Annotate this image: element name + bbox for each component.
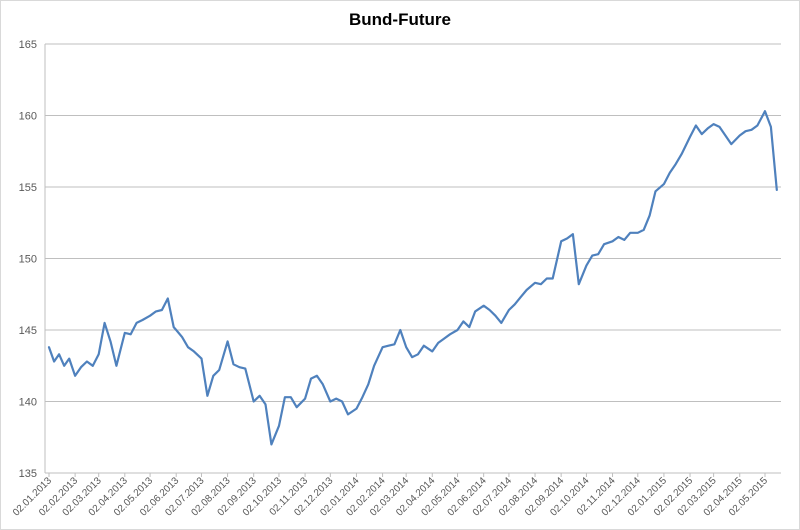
y-tick-label: 135 [19,468,37,480]
y-axis: 135 140 145 150 155 160 165 [19,39,46,480]
series-line [47,110,778,446]
y-tick-label: 155 [19,182,37,194]
chart-title: Bund-Future [349,10,451,29]
y-tick-label: 160 [19,111,37,123]
y-tick-label: 145 [19,325,37,337]
x-axis: 02.01.201302.02.201302.03.201302.04.2013… [11,472,781,519]
y-tick-label: 165 [19,39,37,51]
series-layer [47,110,778,446]
y-tick-label: 140 [19,397,37,409]
y-tick-label: 150 [19,254,37,266]
gridlines [45,43,781,474]
